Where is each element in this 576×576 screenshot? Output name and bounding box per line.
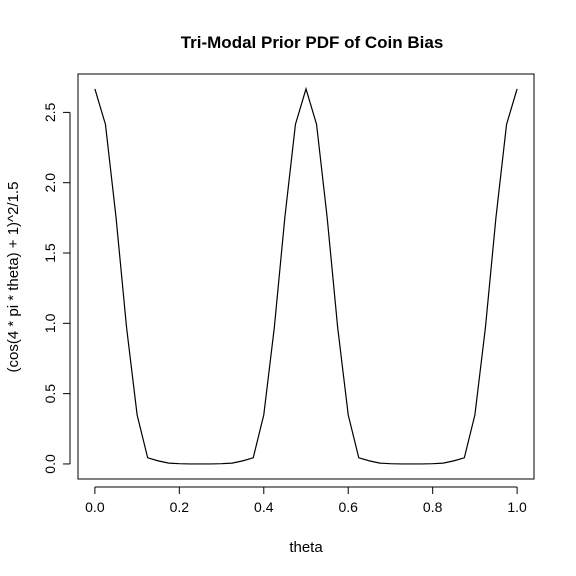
x-tick-label: 0.2 bbox=[170, 499, 190, 515]
x-tick-label: 0.4 bbox=[254, 499, 274, 515]
y-tick-label: 0.0 bbox=[42, 454, 58, 474]
x-tick-label: 0.8 bbox=[423, 499, 443, 515]
y-tick-label: 2.0 bbox=[42, 173, 58, 193]
x-axis-label: theta bbox=[289, 539, 323, 556]
y-axis-label: (cos(4 * pi * theta) + 1)^2/1.5 bbox=[5, 182, 22, 373]
y-tick-label: 1.0 bbox=[42, 313, 58, 333]
x-tick-label: 0.0 bbox=[85, 499, 105, 515]
y-tick-label: 0.5 bbox=[42, 384, 58, 404]
y-tick-label: 1.5 bbox=[42, 243, 58, 263]
x-tick-label: 1.0 bbox=[507, 499, 527, 515]
y-tick-label: 2.5 bbox=[42, 102, 58, 122]
chart-title: Tri-Modal Prior PDF of Coin Bias bbox=[181, 33, 444, 52]
x-tick-label: 0.6 bbox=[338, 499, 358, 515]
